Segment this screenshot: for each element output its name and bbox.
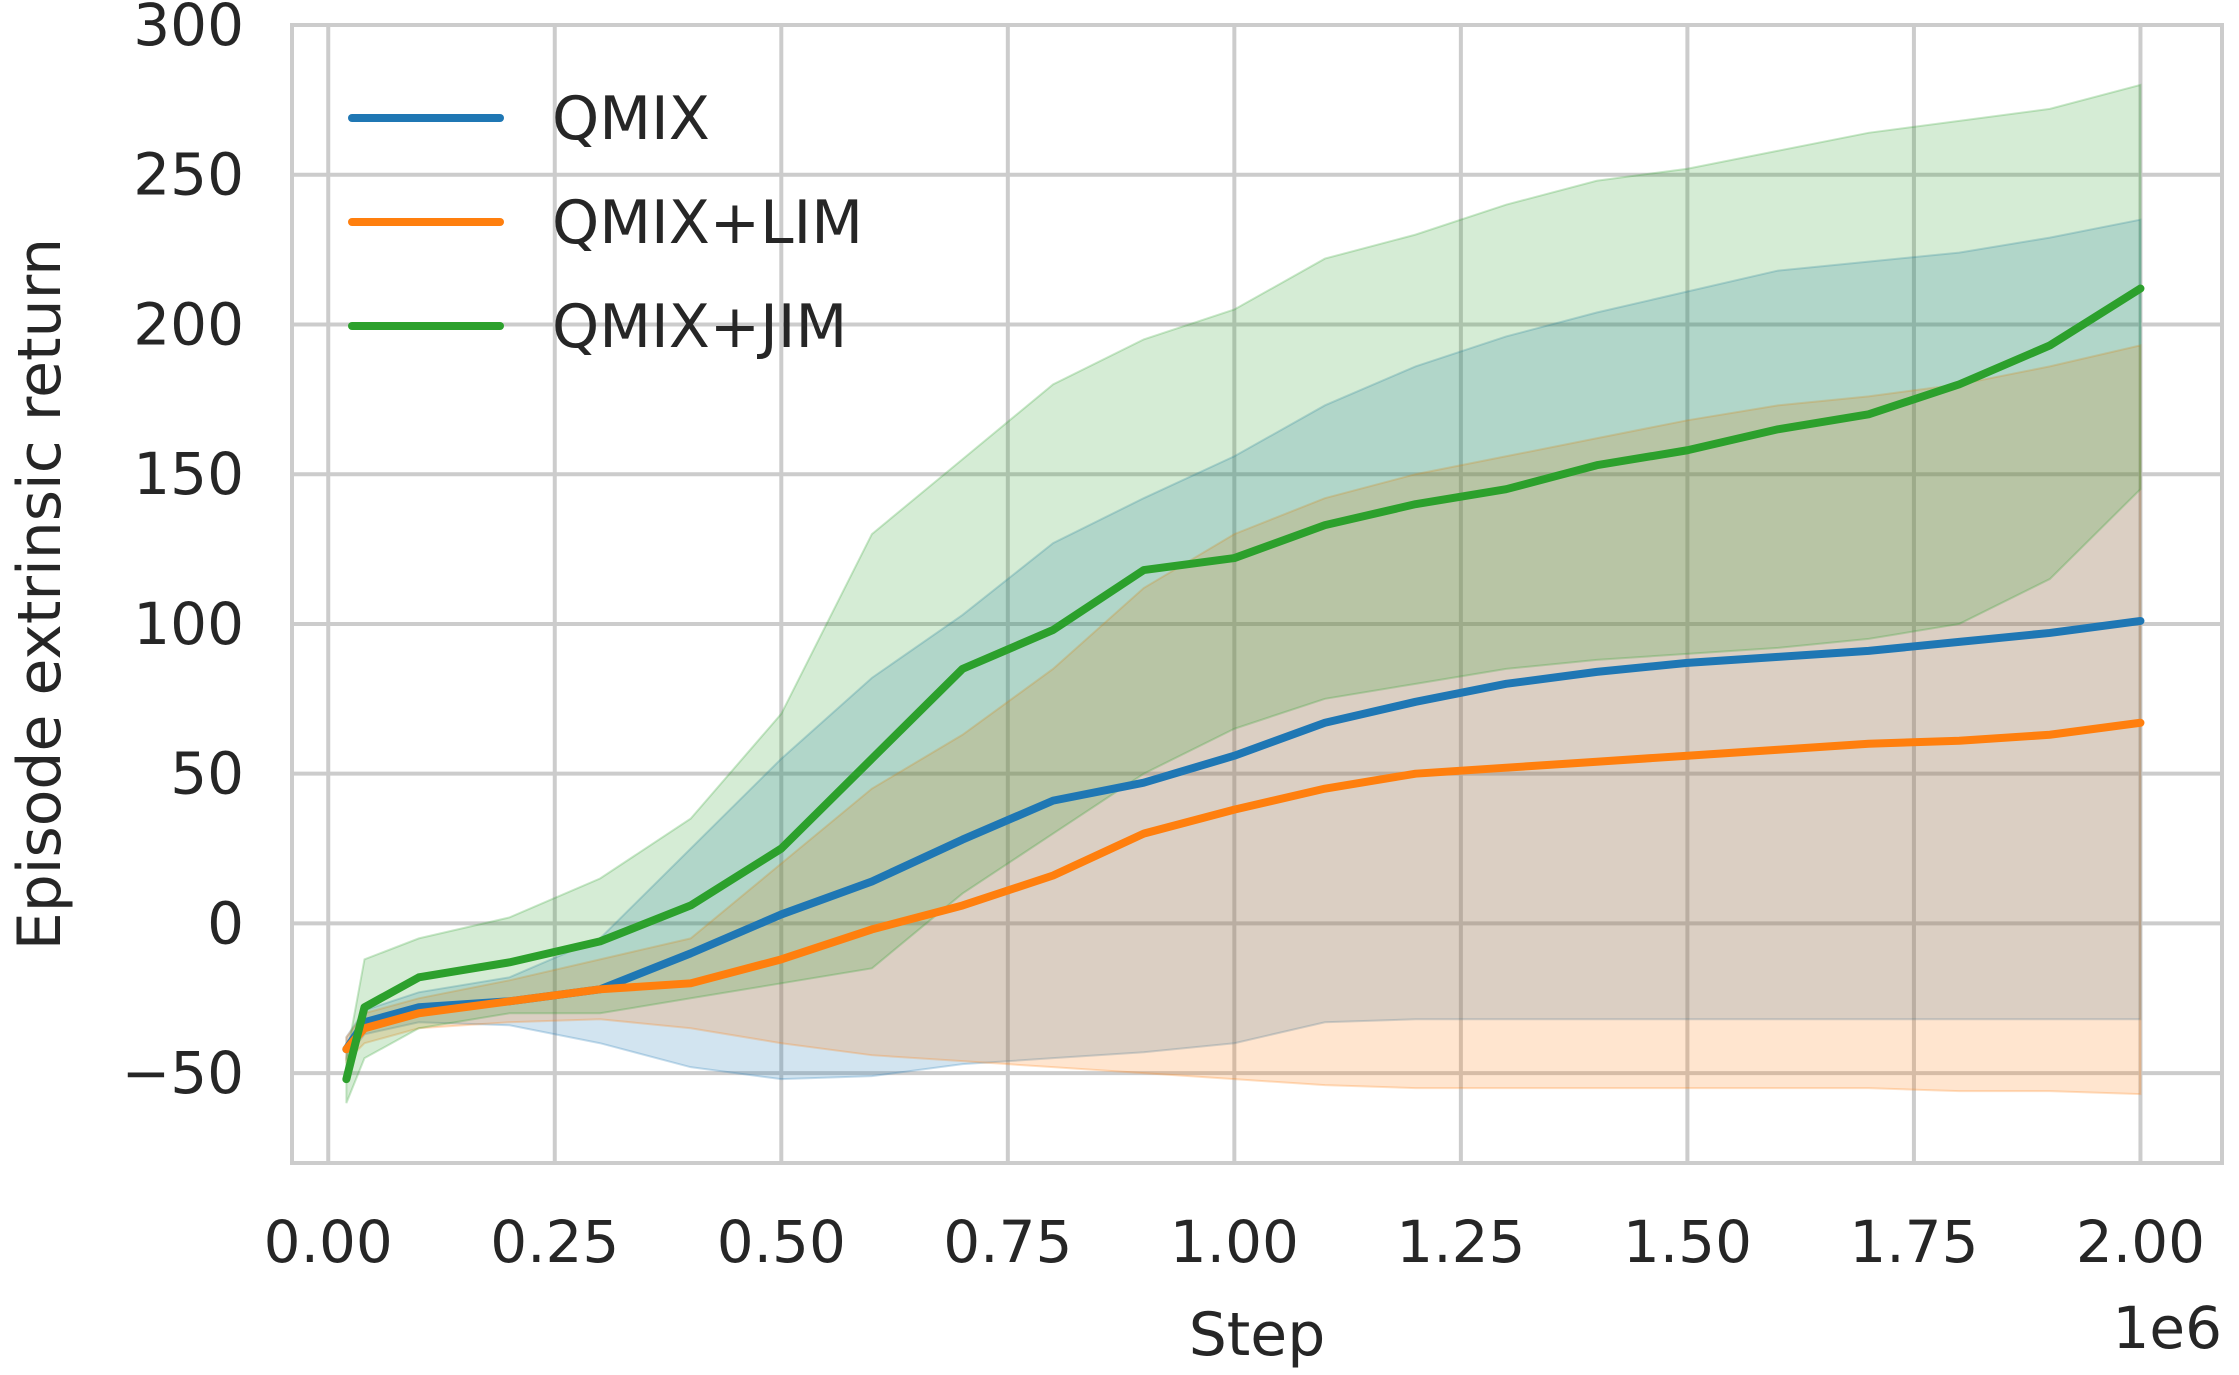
legend: QMIX QMIX+LIM QMIX+JIM [348, 84, 863, 362]
series-line-3 [342, 284, 2145, 1084]
x-tick-label: 1.75 [1849, 1208, 1978, 1276]
x-axis-offset-label: 1e6 [2113, 1294, 2223, 1362]
y-tick-label: 300 [133, 0, 244, 59]
x-tick-label: 0.00 [264, 1208, 393, 1276]
band-1 [345, 218, 2142, 1081]
y-tick-label: 50 [170, 740, 244, 808]
y-axis-label: Episode extrinsic return [5, 238, 75, 950]
plot-frame [290, 23, 2224, 1165]
x-axis-label: Step [1189, 1300, 1326, 1370]
legend-label-2: QMIX+LIM [552, 188, 863, 258]
x-tick-label: 0.50 [717, 1208, 846, 1276]
y-tick-label: 200 [133, 290, 244, 358]
series-lines [342, 284, 2145, 1084]
y-tick-label: −50 [122, 1039, 244, 1107]
series-line-2 [342, 718, 2145, 1054]
x-tick-label: 0.25 [490, 1208, 619, 1276]
x-tick-label: 1.00 [1170, 1208, 1299, 1276]
band-3 [345, 83, 2142, 1104]
legend-label-3: QMIX+JIM [552, 292, 847, 362]
y-tick-label: 0 [207, 889, 244, 957]
x-tick-label: 1.50 [1623, 1208, 1752, 1276]
y-tick-label: 100 [133, 590, 244, 658]
y-tick-label: 250 [133, 141, 244, 209]
x-tick-labels: 0.00 0.25 0.50 0.75 1.00 1.25 1.50 1.75 2.00 [264, 1208, 2205, 1276]
x-tick-label: 0.75 [943, 1208, 1072, 1276]
y-tick-labels: −50 0 50 100 150 200 250 300 [122, 0, 244, 1107]
x-tick-label: 2.00 [2076, 1208, 2205, 1276]
y-tick-label: 150 [133, 440, 244, 508]
x-tick-label: 1.25 [1396, 1208, 1525, 1276]
legend-label-1: QMIX [552, 84, 710, 154]
